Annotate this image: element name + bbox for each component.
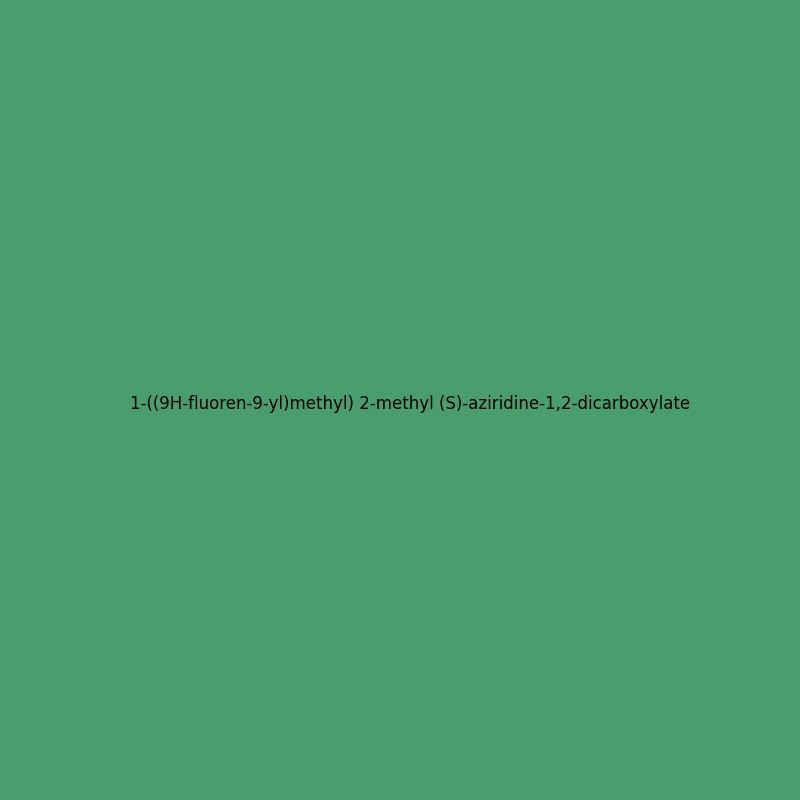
Text: 1-((9H-fluoren-9-yl)methyl) 2-methyl (S)-aziridine-1,2-dicarboxylate: 1-((9H-fluoren-9-yl)methyl) 2-methyl (S)…	[130, 395, 690, 413]
